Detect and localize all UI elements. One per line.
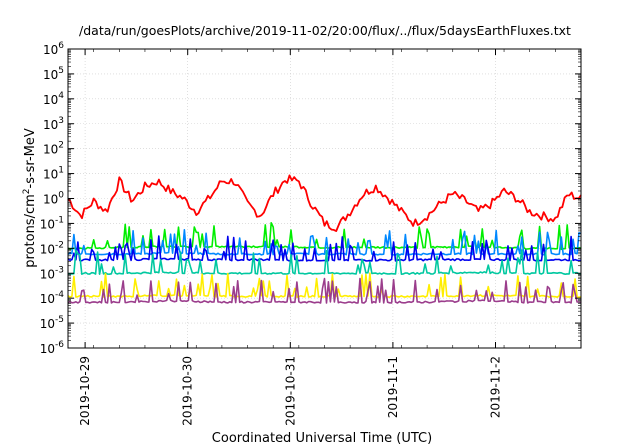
- series-line: [67, 277, 582, 304]
- y-axis-label: protons/cm2-s-sr-MeV: [22, 128, 38, 268]
- x-tick-label: 2019-10-30: [181, 356, 195, 426]
- y-tick-label: 103: [43, 116, 64, 132]
- y-tick-label: 10-5: [40, 315, 64, 331]
- series-line: [67, 229, 582, 256]
- x-tick-label: 2019-10-29: [78, 356, 92, 426]
- chart-title: /data/run/goesPlots/archive/2019-11-02/2…: [79, 23, 571, 38]
- series-line: [68, 249, 582, 275]
- x-axis-label: Coordinated Universal Time (UTC): [212, 431, 432, 446]
- y-tick-label: 102: [43, 141, 64, 157]
- y-tick-label: 10-3: [40, 265, 64, 281]
- x-tick-labels: 2019-10-29 2019-10-30 2019-10-31 2019-11-1 2…: [78, 356, 502, 426]
- y-tick-labels: 10-6 10-5 10-4 10-3 10-2 10-1 100 101 102 103 104 1…: [40, 41, 65, 356]
- y-tick-label: 101: [43, 166, 64, 182]
- ticks: [67, 48, 582, 349]
- x-tick-label: 2019-11-1: [386, 356, 400, 418]
- x-tick-label: 2019-11-2: [489, 356, 503, 418]
- y-tick-label: 104: [43, 91, 64, 107]
- y-tick-label: 10-1: [40, 215, 64, 231]
- series-line: [67, 272, 582, 298]
- series-group: [67, 174, 582, 304]
- x-tick-label: 2019-10-31: [283, 356, 297, 426]
- y-tick-label: 100: [43, 191, 64, 207]
- y-tick-label: 10-4: [40, 290, 65, 306]
- y-tick-label: 10-6: [40, 340, 65, 356]
- y-tick-label: 10-2: [40, 240, 64, 256]
- y-tick-label: 106: [43, 41, 64, 57]
- series-line: [67, 174, 582, 232]
- y-tick-label: 105: [43, 66, 64, 82]
